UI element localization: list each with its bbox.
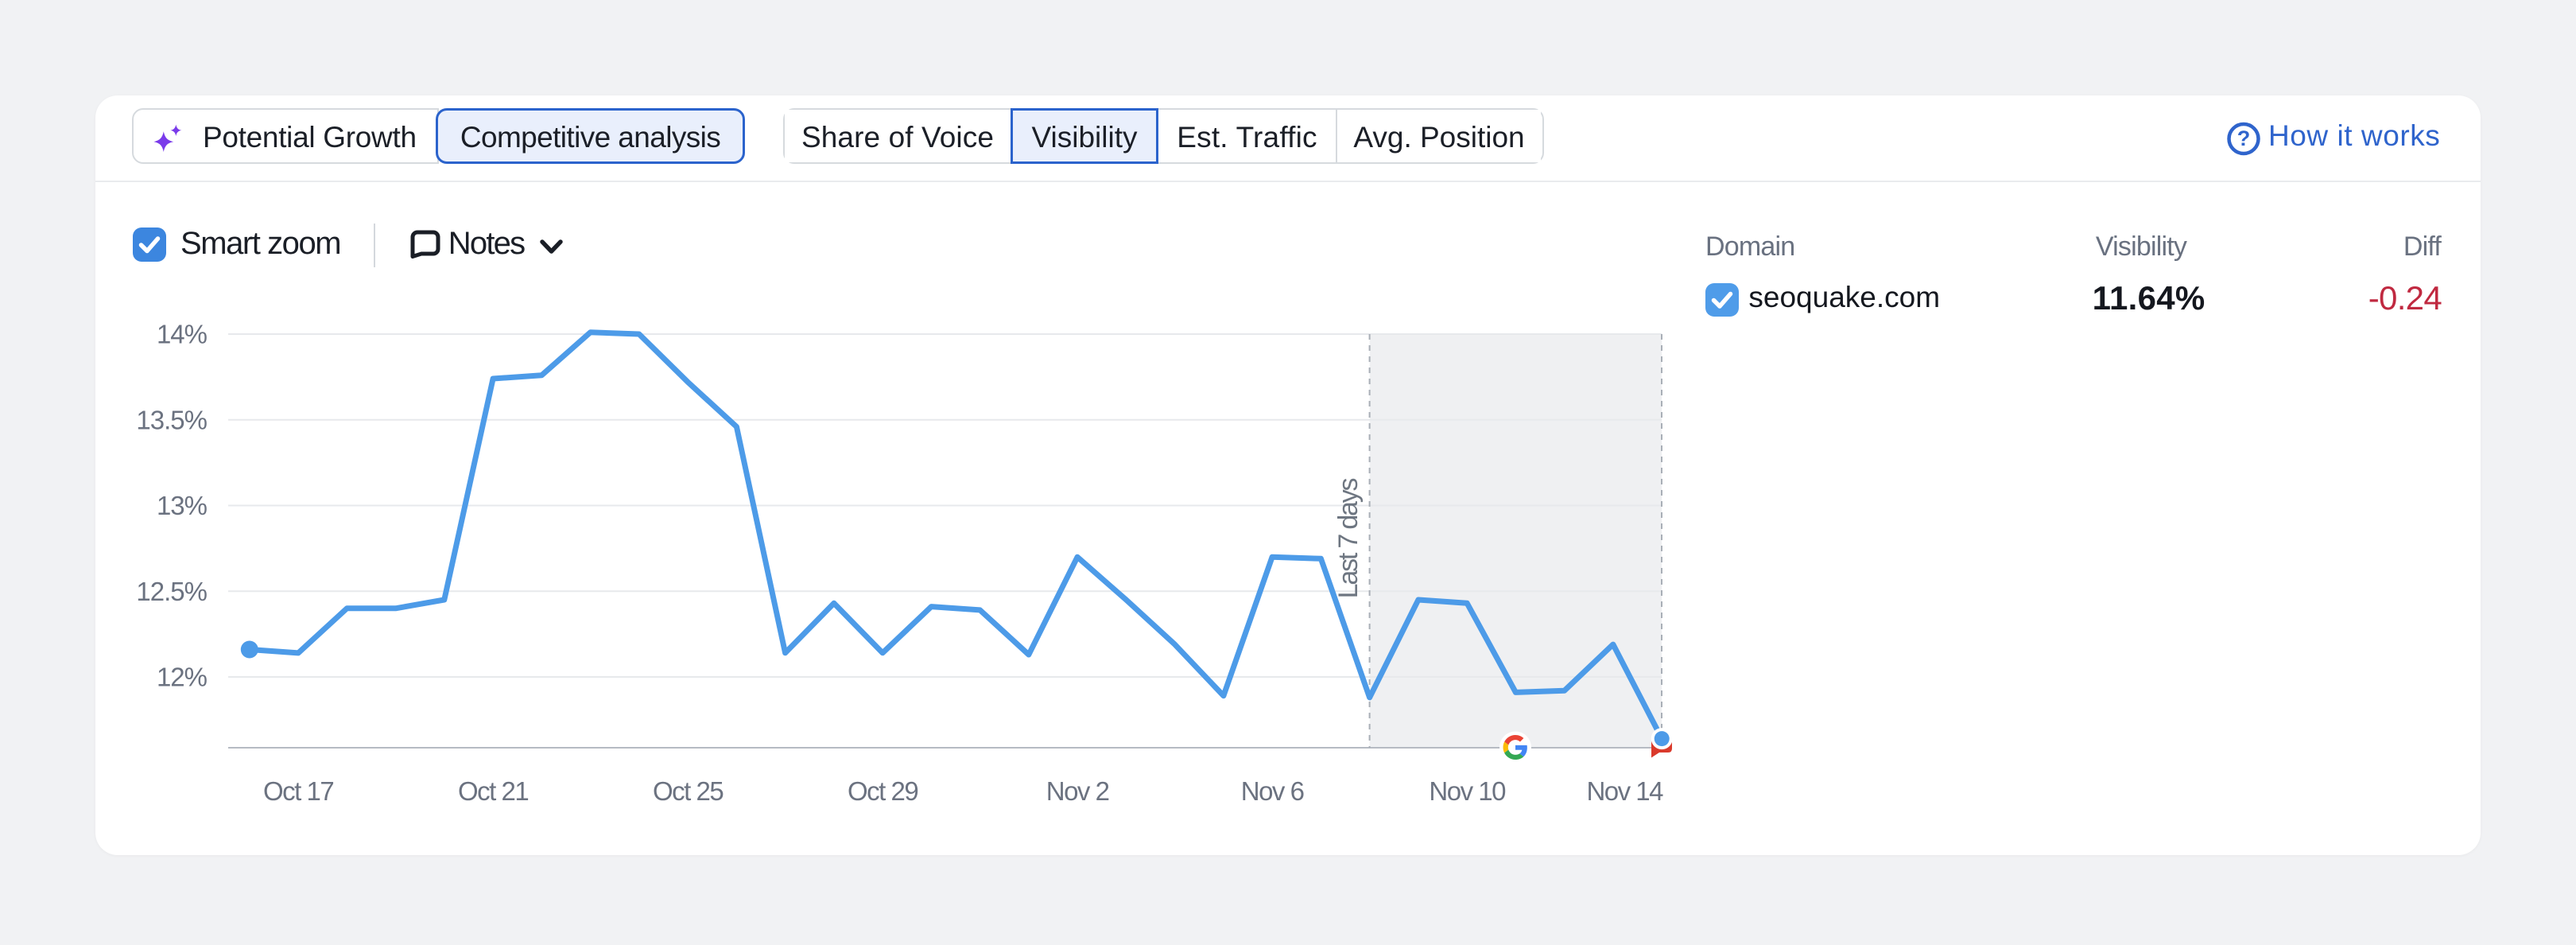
svg-text:14%: 14%: [157, 320, 208, 349]
svg-text:Nov 10: Nov 10: [1429, 776, 1506, 806]
svg-text:12.5%: 12.5%: [136, 577, 207, 606]
svg-text:Oct 21: Oct 21: [458, 776, 528, 806]
svg-text:Last 7 days: Last 7 days: [1333, 478, 1364, 598]
svg-text:Nov 2: Nov 2: [1046, 776, 1109, 806]
svg-text:Oct 17: Oct 17: [263, 776, 333, 806]
svg-text:?: ?: [2237, 126, 2251, 150]
svg-text:13%: 13%: [157, 491, 208, 520]
svg-text:Oct 29: Oct 29: [848, 776, 918, 806]
svg-text:12%: 12%: [157, 663, 208, 692]
svg-text:Nov 14: Nov 14: [1586, 776, 1663, 806]
svg-text:Nov 6: Nov 6: [1241, 776, 1304, 806]
svg-text:13.5%: 13.5%: [136, 405, 207, 434]
svg-text:Oct 25: Oct 25: [653, 776, 723, 806]
